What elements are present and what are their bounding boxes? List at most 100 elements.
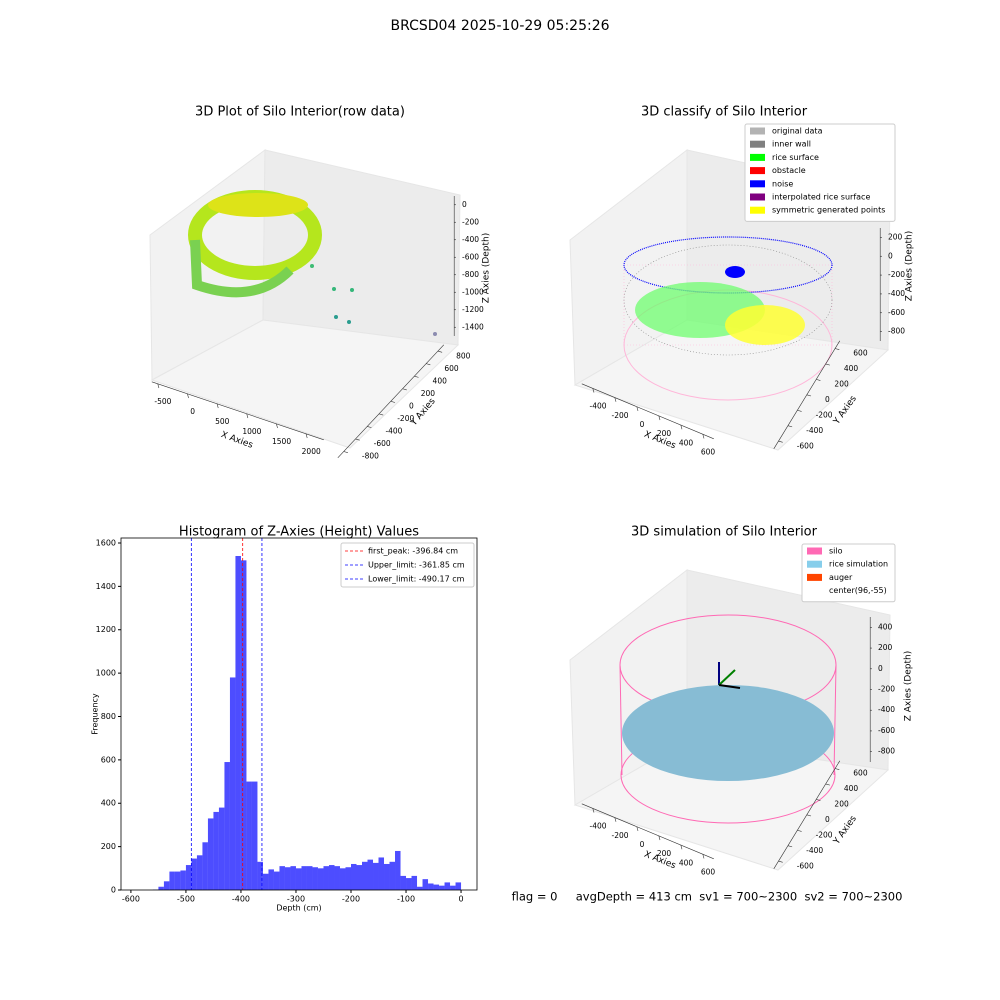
- y-tick-label: -600: [374, 439, 391, 448]
- x-tick-label: 0: [458, 895, 463, 904]
- histogram-bar: [284, 867, 291, 890]
- z-tick-label: -1400: [462, 322, 484, 331]
- histogram-bar: [400, 875, 407, 890]
- tick-mark: [343, 451, 348, 454]
- z-tick-label: -800: [462, 270, 479, 279]
- histogram-bar: [378, 857, 385, 890]
- z-tick-label: -1200: [462, 305, 484, 314]
- histogram-bar: [262, 873, 269, 890]
- y-tick-label: 400: [433, 376, 448, 385]
- x-tick-label: -400: [232, 895, 250, 904]
- legend-swatch: [750, 167, 765, 175]
- histogram-bar: [290, 866, 296, 890]
- histogram-bar: [384, 863, 390, 890]
- y-tick-label: -200: [816, 410, 833, 419]
- x-tick-label: 200: [657, 429, 672, 438]
- x-tick-label: 400: [679, 438, 694, 447]
- histogram-bar: [229, 677, 236, 890]
- histogram-bar: [323, 866, 329, 890]
- legend-label: rice simulation: [829, 560, 888, 569]
- histogram-bar: [389, 861, 396, 890]
- tick-mark: [778, 440, 783, 443]
- y-tick-label: 400: [844, 784, 859, 793]
- z-tick-label: -600: [888, 308, 905, 317]
- histogram-bar: [180, 870, 186, 890]
- x-tick-label: -400: [589, 402, 606, 411]
- tick-mark: [702, 434, 705, 439]
- histogram-bar: [213, 811, 219, 890]
- histogram-bar: [345, 867, 351, 890]
- z-tick-label: -400: [888, 289, 905, 298]
- legend-swatch: [750, 193, 765, 201]
- tick-mark: [787, 845, 793, 848]
- histogram-bar: [356, 865, 363, 890]
- legend-swatch: [750, 206, 765, 214]
- legend-swatch: [807, 547, 822, 555]
- tick-mark: [658, 835, 661, 841]
- histogram-bar: [306, 866, 313, 890]
- histogram-bar: [235, 556, 241, 890]
- x-tick-label: -300: [287, 895, 305, 904]
- histogram-bar: [455, 882, 462, 890]
- y-tick-label: 0: [825, 815, 830, 824]
- tick-mark: [702, 854, 705, 859]
- tick-mark: [216, 403, 219, 409]
- y-axis-label: Y Axies: [831, 814, 859, 847]
- histogram-bar: [411, 875, 418, 890]
- legend-box: [744, 123, 896, 222]
- y-tick-label: -400: [806, 426, 823, 435]
- y-tick-label: 1600: [96, 538, 116, 547]
- tick-mark: [592, 808, 595, 813]
- histogram-bar: [240, 560, 247, 890]
- legend-label: Upper_limit: -361.85 cm: [368, 561, 465, 570]
- histogram-bar: [417, 886, 423, 890]
- x-tick-label: -200: [611, 831, 628, 840]
- histogram-bar: [339, 868, 346, 890]
- panel-4-panes: [569, 568, 891, 871]
- histogram-bar: [328, 865, 335, 890]
- tick-mark: [806, 394, 812, 397]
- histogram-bar: [444, 882, 451, 890]
- histogram-bar: [301, 866, 307, 890]
- tick-mark: [816, 799, 821, 801]
- tick-mark: [797, 409, 802, 412]
- z-tick-label: -200: [462, 217, 479, 226]
- tick-mark: [825, 783, 830, 786]
- histogram-bar: [251, 781, 258, 890]
- tick-mark: [680, 424, 683, 430]
- tick-mark: [825, 363, 830, 366]
- x-tick-label: 400: [679, 858, 694, 867]
- tick-mark: [426, 363, 431, 366]
- panel-title: 3D Plot of Silo Interior(row data): [195, 105, 405, 120]
- histogram-bar: [191, 858, 197, 890]
- x-tick-label: -200: [611, 411, 628, 420]
- tick-mark: [402, 388, 407, 391]
- x-tick-label: 1000: [242, 427, 261, 436]
- z-tick-label: -400: [878, 705, 895, 714]
- x-tick-label: 2000: [302, 447, 321, 456]
- histogram-bar: [196, 855, 203, 890]
- histogram-bar: [279, 866, 285, 890]
- y-axis-label: Y Axies: [831, 394, 859, 427]
- legend-box: [801, 543, 896, 603]
- histogram-bar: [350, 863, 357, 890]
- legend-swatch: [750, 153, 765, 161]
- tick-mark: [658, 415, 661, 421]
- histogram-bar: [163, 881, 170, 890]
- y-tick-label: 200: [421, 389, 436, 398]
- z-tick-label: -200: [888, 270, 905, 279]
- histogram-bar: [218, 807, 225, 890]
- y-tick-label: 1000: [96, 669, 116, 678]
- x-tick-label: 0: [640, 420, 645, 429]
- y-tick-label: 200: [834, 800, 849, 809]
- panel-title: Histogram of Z-Axies (Height) Values: [179, 525, 419, 540]
- legend-label: center(96,-55): [829, 586, 887, 595]
- z-tick-label: -400: [462, 235, 479, 244]
- x-tick-label: 600: [701, 447, 716, 456]
- tick-mark: [835, 348, 840, 351]
- histogram-bar: [246, 781, 252, 890]
- x-tick-label: 1500: [272, 437, 291, 446]
- tick-mark: [787, 425, 793, 428]
- y-tick-label: 400: [844, 364, 859, 373]
